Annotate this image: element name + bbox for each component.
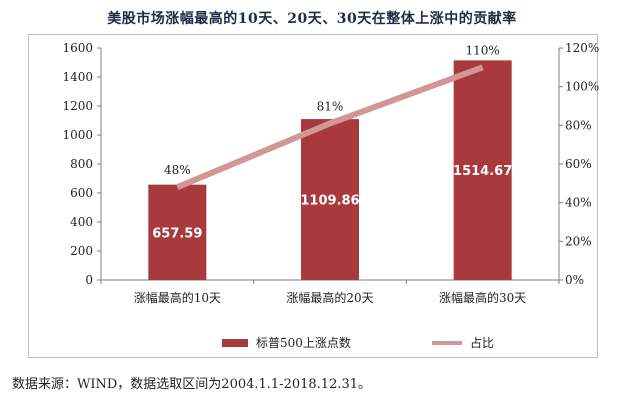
legend-bar-label: 标普500上涨点数 [256,336,351,350]
y-left-tick-label: 400 [70,215,93,229]
legend-item-line-series: 占比 [432,334,494,351]
y-right-tick-label: 80% [565,118,592,132]
line-value-label: 81% [317,99,344,113]
y-left-tick-label: 1200 [62,99,93,113]
y-right-tick-label: 0% [565,273,584,287]
y-left-tick-label: 600 [70,186,93,200]
legend-line-label: 占比 [470,336,495,350]
y-left-tick-label: 1400 [62,70,93,84]
line-value-label: 110% [466,43,500,57]
bar-value-label: 657.59 [152,226,202,241]
source-note: 数据来源：WIND，数据选取区间为2004.1.1-2018.12.31。 [12,377,372,392]
y-left-tick-label: 1000 [62,128,93,142]
y-right-tick-label: 40% [565,196,592,210]
line-value-label: 48% [164,163,191,177]
bar-value-label: 1514.67 [453,164,512,179]
y-left-tick-label: 1600 [62,41,93,55]
y-right-tick-label: 120% [565,41,599,55]
bar-value-label: 1109.86 [300,194,359,209]
legend-bar-swatch [222,338,248,347]
y-left-tick-label: 200 [70,244,93,258]
x-category-label: 涨幅最高的10天 [134,290,221,305]
legend-line-swatch [432,340,462,345]
line-series-share [176,64,484,190]
x-category-label: 涨幅最高的30天 [439,290,526,305]
bar [301,119,359,280]
y-left-tick-label: 800 [70,157,93,171]
chart-frame [28,34,598,358]
y-right-tick-label: 100% [565,80,599,94]
y-right-tick-label: 20% [565,234,592,248]
chart-title: 美股市场涨幅最高的10天、20天、30天在整体上涨中的贡献率 [107,11,517,27]
y-right-tick-label: 60% [565,157,592,171]
bar [453,60,512,280]
x-category-label: 涨幅最高的20天 [286,290,373,305]
bar [148,184,207,280]
y-left-tick-label: 0 [85,273,93,287]
legend-item-bar-series: 标普500上涨点数 [222,334,351,351]
